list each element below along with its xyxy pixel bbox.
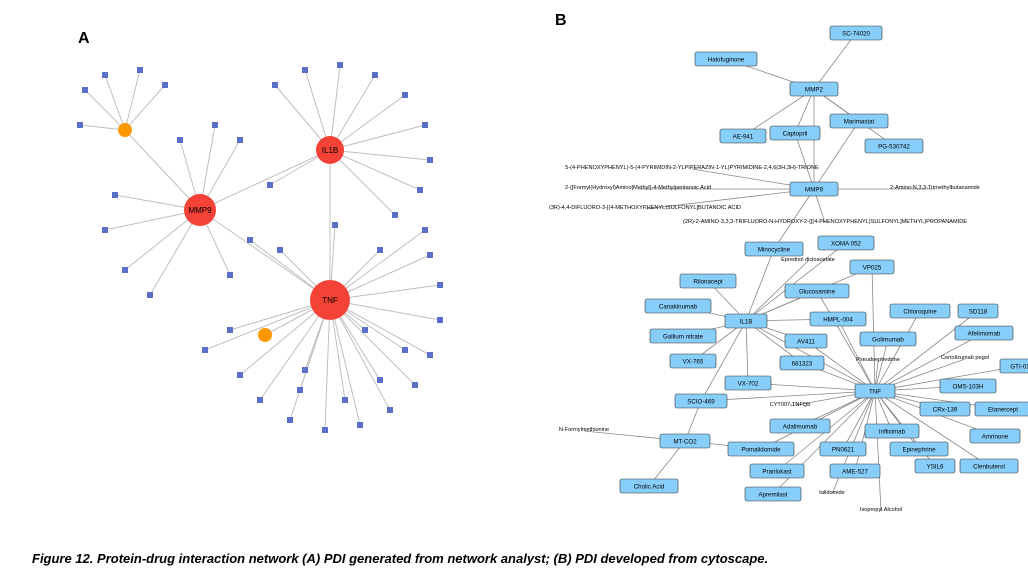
- svg-text:SCIO-469: SCIO-469: [687, 398, 715, 405]
- svg-text:Adalimumab: Adalimumab: [783, 423, 818, 430]
- panel-b-network: SC-74020 Halofuginone MMP2 Marimastat AE-941…: [470, 4, 1028, 544]
- svg-text:Infliximab: Infliximab: [879, 428, 906, 435]
- svg-text:IL1B: IL1B: [740, 318, 753, 325]
- svg-text:Apremilast: Apremilast: [758, 491, 788, 498]
- svg-text:AV411: AV411: [797, 338, 815, 345]
- svg-text:VX-702: VX-702: [738, 380, 759, 387]
- svg-text:Pranlukast: Pranlukast: [762, 468, 792, 475]
- svg-text:2-Amino-N,3,3-Trimethylbutanam: 2-Amino-N,3,3-Trimethylbutanamide: [890, 185, 980, 191]
- svg-text:Cholic Acid: Cholic Acid: [634, 483, 665, 490]
- svg-text:2-{[Formyl(Hydroxyl)Amino]Meth: 2-{[Formyl(Hydroxyl)Amino]Methyl}-4-Meth…: [565, 185, 711, 191]
- svg-text:Clenbuterol: Clenbuterol: [973, 463, 1005, 470]
- svg-text:Golimumab: Golimumab: [872, 336, 904, 343]
- svg-text:Epinephrine: Epinephrine: [902, 446, 936, 453]
- svg-text:Afelimomab: Afelimomab: [968, 330, 1001, 337]
- svg-text:SD118: SD118: [969, 308, 988, 315]
- svg-text:Chloroquine: Chloroquine: [903, 308, 937, 315]
- svg-text:TNF: TNF: [322, 296, 338, 305]
- svg-text:XOMA 052: XOMA 052: [831, 240, 861, 247]
- svg-text:AE-941: AE-941: [733, 133, 754, 140]
- svg-text:AME-527: AME-527: [842, 468, 868, 475]
- svg-text:Amrinone: Amrinone: [982, 433, 1009, 440]
- svg-text:VX-765: VX-765: [683, 358, 704, 365]
- svg-text:(2R)-2-AMINO-3,3,3-TRIFLUORO-N: (2R)-2-AMINO-3,3,3-TRIFLUORO-N-HYDROXY-2…: [683, 219, 967, 225]
- svg-text:PN0621: PN0621: [832, 446, 855, 453]
- caption-text: Protein-drug interaction network (A) PDI…: [97, 551, 768, 566]
- svg-text:Certolizumab pegol: Certolizumab pegol: [941, 355, 989, 361]
- svg-text:Halofuginone: Halofuginone: [708, 56, 745, 63]
- svg-text:(3R)-4,4-DIFLUORO-3-[(4-METHOX: (3R)-4,4-DIFLUORO-3-[(4-METHOXYPHENYL)SU…: [549, 205, 741, 211]
- svg-text:OMS-103H: OMS-103H: [953, 383, 984, 390]
- svg-text:IL1B: IL1B: [322, 146, 338, 155]
- svg-text:MMP9: MMP9: [805, 186, 823, 193]
- svg-text:TNF: TNF: [869, 388, 881, 395]
- svg-text:YSIL6: YSIL6: [927, 463, 944, 470]
- svg-text:Canakinumab: Canakinumab: [659, 303, 698, 310]
- svg-text:5-(4-PHENOXYPHENYL)-5-(4-PYRIM: 5-(4-PHENOXYPHENYL)-5-(4-PYRIMIDIN-2-YLP…: [565, 165, 819, 171]
- svg-text:MMP9: MMP9: [188, 206, 212, 215]
- svg-text:CYT007-TNFQb: CYT007-TNFQb: [770, 402, 811, 408]
- svg-text:Pomalidomide: Pomalidomide: [741, 446, 781, 453]
- svg-text:VP025: VP025: [863, 264, 882, 271]
- svg-text:Marimastat: Marimastat: [844, 118, 875, 125]
- figure-caption: Figure 12. Protein-drug interaction netw…: [32, 551, 768, 566]
- svg-text:Captopril: Captopril: [783, 130, 808, 137]
- svg-text:CRx-139: CRx-139: [933, 406, 958, 413]
- svg-text:Eprednol dicloacetate: Eprednol dicloacetate: [781, 257, 835, 263]
- svg-text:Pseudoephedrine: Pseudoephedrine: [856, 357, 900, 363]
- figure-stage: A B MMP9IL1BTNF SC-74020HalofuginoneMMP2…: [0, 0, 1028, 576]
- svg-text:GTI-01: GTI-01: [1010, 363, 1028, 370]
- svg-text:SC-74020: SC-74020: [842, 30, 870, 37]
- svg-text:MMP2: MMP2: [805, 86, 823, 93]
- panel-a-network: MMP9 IL1B TNF: [30, 30, 510, 460]
- svg-text:N-Formylmethionine: N-Formylmethionine: [559, 427, 609, 433]
- svg-text:PG-530742: PG-530742: [878, 143, 910, 150]
- svg-text:MT-CO2: MT-CO2: [673, 438, 697, 445]
- svg-text:Rilonacept: Rilonacept: [693, 278, 723, 285]
- svg-text:HMPL-004: HMPL-004: [823, 316, 853, 323]
- svg-text:Gallium nitrate: Gallium nitrate: [663, 333, 703, 340]
- caption-prefix: Figure 12.: [32, 551, 93, 566]
- svg-text:Etanercept: Etanercept: [988, 406, 1018, 413]
- svg-text:681323: 681323: [792, 360, 813, 367]
- svg-text:Glucosamine: Glucosamine: [799, 288, 836, 295]
- svg-text:Minocycline: Minocycline: [758, 246, 791, 253]
- svg-text:talidomide: talidomide: [819, 490, 844, 496]
- svg-text:Isopropyl Alcohol: Isopropyl Alcohol: [860, 507, 902, 513]
